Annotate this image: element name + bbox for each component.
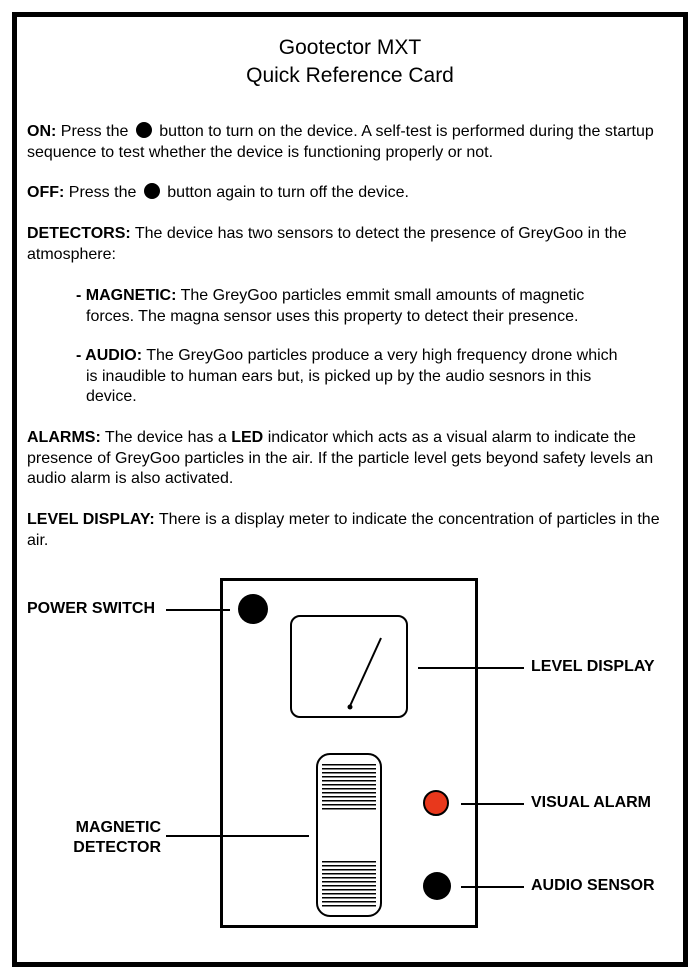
alarms-text-after: indicator which acts as a visual alarm t… [27,429,654,487]
alarms-text-before: The device has a [104,429,227,446]
card-title: Gootector MXT Quick Reference Card [0,34,700,90]
magnetic-detector-leader [166,835,309,837]
magnetic-detector-line-1: MAGNETIC [75,819,161,836]
off-text-after: button again to turn off the device. [167,184,409,201]
magnetic-line-2: forces. The magna sensor uses this prope… [86,307,579,325]
power-button-icon [143,183,160,199]
alarms-label: ALARMS: [27,429,101,446]
audio-sensor-leader [461,886,524,888]
device-outline [220,578,478,928]
off-section: OFF: Press the button again to turn off … [27,183,677,204]
audio-label: - AUDIO: [76,347,143,364]
detectors-label: DETECTORS: [27,225,131,242]
magnetic-label: - MAGNETIC: [76,287,177,304]
on-label: ON: [27,123,57,140]
audio-line-2: is inaudible to human ears but, is picke… [86,367,592,385]
magnetic-detector-icon [316,753,382,917]
alarms-section: ALARMS: The device has a LED indicator w… [27,428,677,490]
magnetic-detector-line-2: DETECTOR [73,839,161,856]
off-label: OFF: [27,184,65,201]
level-display-label: LEVEL DISPLAY: [27,511,155,528]
title-line-2: Quick Reference Card [246,64,454,87]
on-text-before: Press the [60,123,129,140]
bottom-grill [322,861,376,907]
power-switch-leader [166,609,230,611]
magnetic-line-1: The GreyGoo particles emmit small amount… [180,287,585,304]
level-display-section: LEVEL DISPLAY: There is a display meter … [27,510,677,551]
on-section: ON: Press the button to turn on the devi… [27,122,677,163]
top-grill [322,764,376,810]
visual-alarm-leader [461,803,524,805]
visual-alarm-label: VISUAL ALARM [531,794,651,811]
power-button-icon [135,122,152,138]
detectors-text: The device has two sensors to detect the… [27,225,627,263]
level-meter [290,615,408,718]
title-line-1: Gootector MXT [278,36,422,59]
audio-line-3: device. [86,388,137,405]
level-display-text: There is a display meter to indicate the… [27,511,660,549]
led-label: LED [231,429,264,446]
audio-sensor-icon [423,872,451,900]
off-text-before: Press the [68,184,137,201]
audio-section: - AUDIO: The GreyGoo particles produce a… [76,346,676,408]
detectors-section: DETECTORS: The device has two sensors to… [27,224,677,265]
magnetic-detector-label: MAGNETIC DETECTOR [50,818,161,858]
magnetic-section: - MAGNETIC: The GreyGoo particles emmit … [76,286,676,327]
visual-alarm-icon [423,790,449,816]
audio-sensor-label: AUDIO SENSOR [531,877,655,894]
audio-line-1: The GreyGoo particles produce a very hig… [146,347,618,364]
level-display-leader [418,667,524,669]
on-text-after: button to turn on the device. A self-tes… [27,123,654,161]
power-switch-icon [238,594,268,624]
power-switch-label: POWER SWITCH [27,600,155,617]
level-display-callout: LEVEL DISPLAY [531,658,655,675]
